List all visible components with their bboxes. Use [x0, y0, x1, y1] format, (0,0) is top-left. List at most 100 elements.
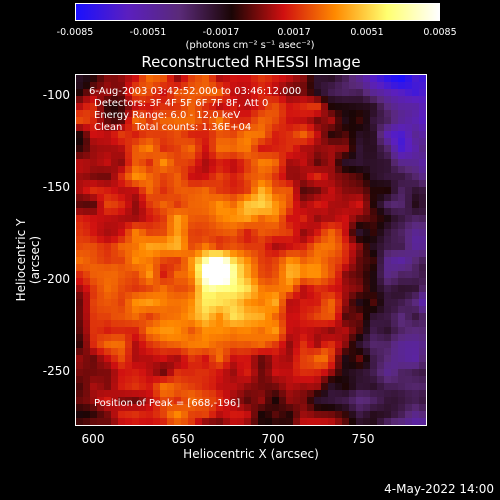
- heatmap-cell: [391, 292, 399, 300]
- heatmap-cell: [342, 145, 350, 153]
- heatmap-cell: [293, 222, 301, 230]
- heatmap-cell: [293, 117, 301, 125]
- heatmap-cell: [363, 117, 371, 125]
- heatmap-cell: [244, 397, 252, 405]
- heatmap-cell: [216, 278, 224, 286]
- heatmap-cell: [384, 306, 392, 314]
- heatmap-cell: [363, 348, 371, 356]
- heatmap-cell: [265, 257, 273, 265]
- heatmap-cell: [146, 194, 154, 202]
- heatmap-cell: [321, 124, 329, 132]
- heatmap-cell: [307, 194, 315, 202]
- heatmap-cell: [202, 411, 210, 419]
- heatmap-cell: [314, 222, 322, 230]
- heatmap-cell: [405, 208, 413, 216]
- heatmap-cell: [195, 313, 203, 321]
- heatmap-cell: [300, 299, 308, 307]
- heatmap-cell: [132, 299, 140, 307]
- heatmap-cell: [391, 236, 399, 244]
- heatmap-cell: [139, 341, 147, 349]
- heatmap-cell: [244, 383, 252, 391]
- heatmap-cell: [265, 75, 273, 83]
- heatmap-cell: [132, 257, 140, 265]
- heatmap-cell: [419, 173, 426, 181]
- heatmap-cell: [272, 131, 280, 139]
- heatmap-cell: [258, 306, 266, 314]
- heatmap-cell: [370, 236, 378, 244]
- heatmap-cell: [83, 173, 91, 181]
- heatmap-cell: [139, 229, 147, 237]
- heatmap-cell: [195, 334, 203, 342]
- heatmap-cell: [265, 271, 273, 279]
- heatmap-cell: [223, 229, 231, 237]
- heatmap-cell: [321, 236, 329, 244]
- heatmap-cell: [279, 348, 287, 356]
- heatmap-cell: [202, 166, 210, 174]
- heatmap-cell: [146, 404, 154, 412]
- heatmap-cell: [104, 341, 112, 349]
- heatmap-cell: [335, 103, 343, 111]
- heatmap-cell: [398, 264, 406, 272]
- heatmap-cell: [398, 159, 406, 167]
- heatmap-cell: [139, 145, 147, 153]
- heatmap-cell: [181, 362, 189, 370]
- heatmap-cell: [160, 299, 168, 307]
- heatmap-cell: [167, 89, 175, 97]
- heatmap-cell: [174, 180, 182, 188]
- heatmap-cell: [251, 215, 259, 223]
- heatmap-cell: [279, 110, 287, 118]
- heatmap-cell: [132, 411, 140, 419]
- heatmap-cell: [300, 166, 308, 174]
- heatmap-cell: [251, 292, 259, 300]
- x-tick-label: 750: [351, 432, 375, 446]
- heatmap-cell: [195, 285, 203, 293]
- heatmap-cell: [76, 271, 84, 279]
- heatmap-cell: [97, 159, 105, 167]
- heatmap-cell: [237, 145, 245, 153]
- heatmap-cell: [356, 138, 364, 146]
- heatmap-cell: [237, 341, 245, 349]
- heatmap-cell: [90, 404, 98, 412]
- heatmap-cell: [363, 397, 371, 405]
- heatmap-cell: [258, 173, 266, 181]
- heatmap-cell: [132, 390, 140, 398]
- colorbar-tick-label: 0.0051: [350, 27, 384, 38]
- heatmap-cell: [419, 264, 426, 272]
- heatmap-cell: [181, 208, 189, 216]
- heatmap-cell: [146, 201, 154, 209]
- heatmap-cell: [328, 243, 336, 251]
- heatmap-cell: [195, 299, 203, 307]
- heatmap-cell: [419, 271, 426, 279]
- heatmap-cell: [90, 82, 98, 90]
- heatmap-cell: [118, 278, 126, 286]
- heatmap-cell: [363, 124, 371, 132]
- heatmap-cell: [300, 320, 308, 328]
- heatmap-cell: [293, 215, 301, 223]
- heatmap-cell: [265, 117, 273, 125]
- heatmap-cell: [139, 173, 147, 181]
- heatmap-cell: [377, 124, 385, 132]
- heatmap-cell: [272, 75, 280, 83]
- heatmap-cell: [111, 299, 119, 307]
- heatmap-cell: [167, 341, 175, 349]
- heatmap-cell: [377, 376, 385, 384]
- heatmap-cell: [111, 75, 119, 83]
- heatmap-cell: [132, 355, 140, 363]
- heatmap-cell: [153, 397, 161, 405]
- heatmap-cell: [412, 264, 420, 272]
- heatmap-cell: [342, 131, 350, 139]
- heatmap-cell: [153, 145, 161, 153]
- heatmap-cell: [216, 257, 224, 265]
- heatmap-cell: [90, 103, 98, 111]
- heatmap-cell: [384, 75, 392, 83]
- heatmap-cell: [153, 271, 161, 279]
- heatmap-cell: [384, 250, 392, 258]
- heatmap-cell: [160, 369, 168, 377]
- heatmap-cell: [272, 159, 280, 167]
- heatmap-cell: [202, 208, 210, 216]
- heatmap-cell: [265, 103, 273, 111]
- heatmap-cell: [111, 215, 119, 223]
- heatmap-cell: [328, 390, 336, 398]
- heatmap-cell: [188, 138, 196, 146]
- heatmap-cell: [230, 285, 238, 293]
